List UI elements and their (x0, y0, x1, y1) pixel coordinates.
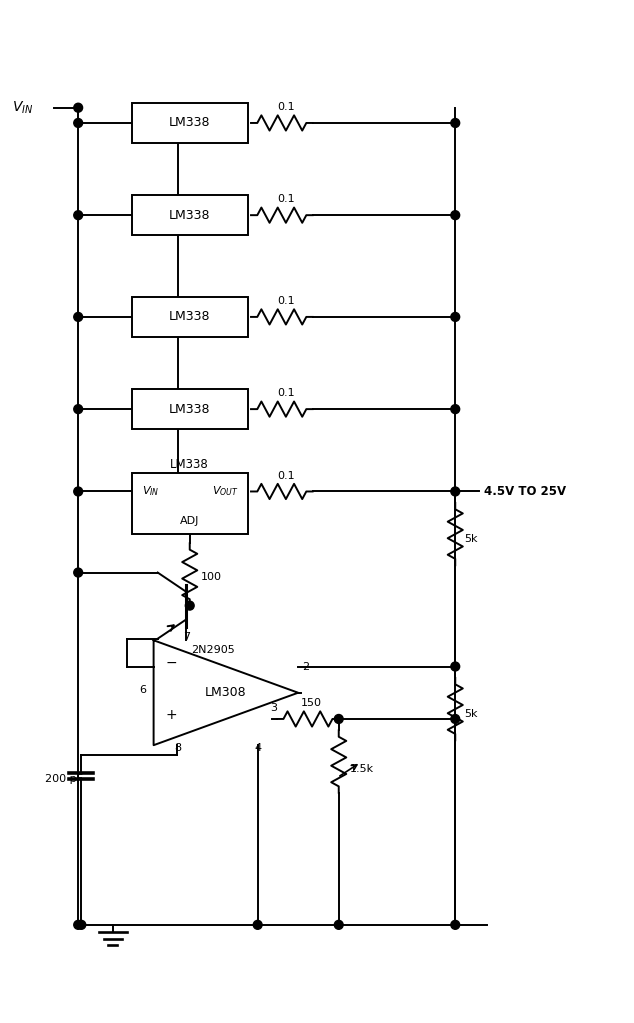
Text: 0.1: 0.1 (277, 471, 294, 481)
Text: 0.1: 0.1 (277, 389, 294, 398)
Text: 0.1: 0.1 (277, 296, 294, 306)
Text: 3: 3 (270, 703, 277, 713)
Text: 7: 7 (183, 632, 190, 642)
Text: 5k: 5k (465, 709, 478, 719)
Circle shape (451, 714, 460, 723)
Text: 6: 6 (139, 684, 146, 695)
Text: $-$: $-$ (165, 655, 177, 669)
Text: 1.5k: 1.5k (350, 763, 374, 773)
Text: 4.5V TO 25V: 4.5V TO 25V (484, 485, 566, 498)
Text: LM338: LM338 (169, 117, 210, 130)
Text: 150: 150 (301, 698, 321, 708)
Text: $V_{IN}$: $V_{IN}$ (142, 485, 160, 498)
Bar (132, 390, 248, 429)
Circle shape (451, 405, 460, 413)
Circle shape (74, 119, 82, 128)
Circle shape (451, 211, 460, 220)
Text: $+$: $+$ (165, 708, 177, 721)
Text: 0.1: 0.1 (277, 194, 294, 205)
Text: 8: 8 (174, 744, 181, 753)
Circle shape (451, 312, 460, 321)
Text: LM338: LM338 (169, 209, 210, 222)
Bar (132, 195, 248, 235)
Circle shape (74, 568, 82, 577)
Text: 4: 4 (254, 744, 261, 753)
Text: ADJ: ADJ (180, 517, 200, 526)
Circle shape (74, 312, 82, 321)
Circle shape (334, 714, 343, 723)
Circle shape (74, 921, 82, 929)
Text: LM308: LM308 (205, 686, 247, 700)
Circle shape (74, 103, 82, 113)
Text: 100: 100 (201, 572, 222, 582)
Circle shape (334, 921, 343, 929)
Text: 2: 2 (302, 662, 309, 671)
Text: $V_{OUT}$: $V_{OUT}$ (212, 485, 238, 498)
Bar (132, 298, 248, 337)
Circle shape (451, 662, 460, 671)
Circle shape (74, 487, 82, 496)
Text: LM338: LM338 (171, 458, 209, 471)
Circle shape (74, 211, 82, 220)
Circle shape (253, 921, 262, 929)
Bar (132, 103, 248, 142)
Text: 5k: 5k (465, 534, 478, 544)
Bar (132, 474, 248, 534)
Text: 2N2905: 2N2905 (191, 646, 235, 655)
Circle shape (451, 921, 460, 929)
Circle shape (451, 119, 460, 128)
Text: 200 pF: 200 pF (45, 773, 83, 784)
Circle shape (77, 921, 86, 929)
Circle shape (185, 602, 194, 610)
Text: LM338: LM338 (169, 310, 210, 323)
Text: $V_{IN}$: $V_{IN}$ (12, 99, 34, 116)
Text: 0.1: 0.1 (277, 102, 294, 113)
Circle shape (451, 487, 460, 496)
Text: LM338: LM338 (169, 403, 210, 415)
Circle shape (74, 405, 82, 413)
